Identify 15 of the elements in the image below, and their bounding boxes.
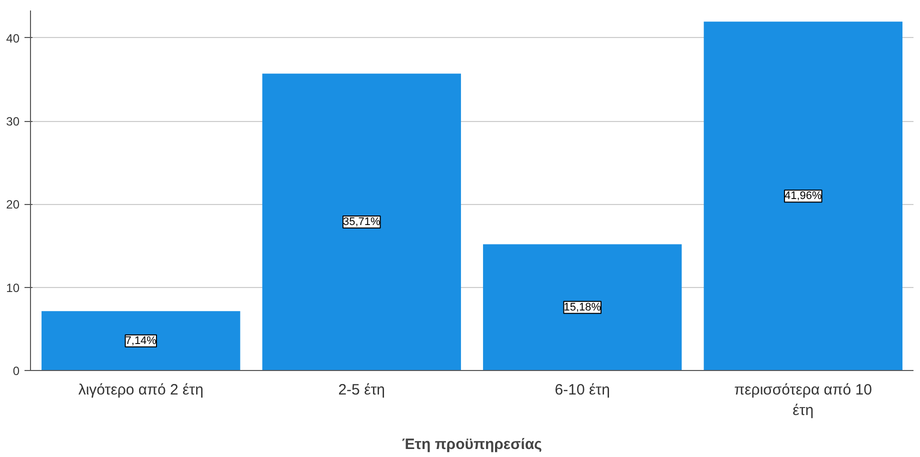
bar xyxy=(704,22,902,370)
y-tick-label: 40 xyxy=(6,31,20,46)
y-tick-label: 30 xyxy=(6,114,20,129)
bar xyxy=(483,244,682,370)
y-tick-label: 0 xyxy=(12,364,20,378)
x-tick-label: περισσότερα από 10 έτη xyxy=(734,382,872,419)
y-tick-label: 20 xyxy=(6,198,20,212)
data-label: 35,71% xyxy=(342,216,380,228)
bar xyxy=(262,74,461,370)
bar xyxy=(42,311,240,370)
x-tick-label: 6-10 έτη xyxy=(554,382,610,398)
x-tick-label: λιγότερο από 2 έτη xyxy=(78,382,204,398)
y-tick-label: 10 xyxy=(6,280,20,295)
x-axis-title: Έτη προϋπηρεσίας xyxy=(402,436,542,453)
x-tick-label: 2-5 έτη xyxy=(338,382,386,398)
